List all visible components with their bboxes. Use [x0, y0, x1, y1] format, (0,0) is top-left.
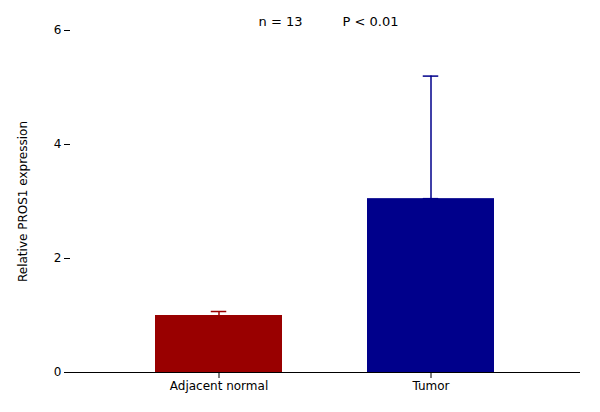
svg-text:Adjacent normal: Adjacent normal	[170, 379, 268, 393]
svg-text:P < 0.01: P < 0.01	[343, 14, 399, 29]
svg-text:2: 2	[54, 251, 62, 265]
svg-text:4: 4	[54, 137, 62, 151]
svg-text:Tumor: Tumor	[411, 379, 449, 393]
svg-text:Relative PROS1 expression: Relative PROS1 expression	[16, 121, 30, 282]
svg-text:6: 6	[54, 23, 62, 37]
svg-text:0: 0	[54, 365, 62, 379]
svg-text:n = 13: n = 13	[259, 14, 303, 29]
